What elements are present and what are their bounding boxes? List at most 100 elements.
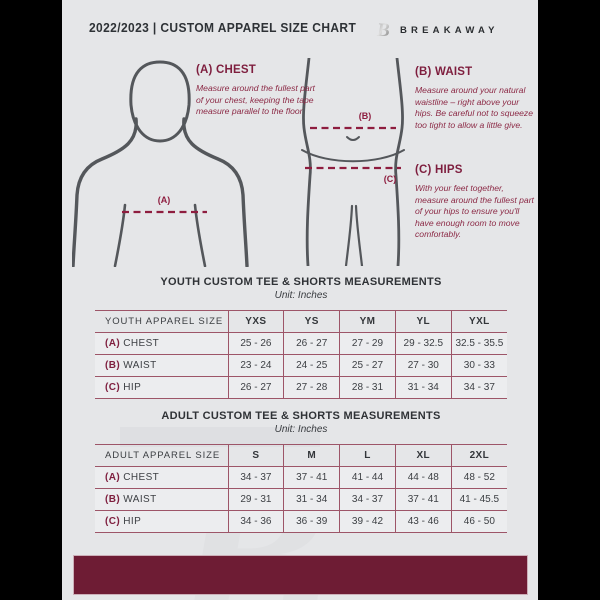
cell-value: 44 - 48 (394, 466, 452, 489)
cell-value: 27 - 29 (339, 332, 396, 355)
adult-size-table: ADULT APPAREL SIZE S M L XL 2XL (A) CHES… (95, 444, 507, 533)
page-title: 2022/2023 | CUSTOM APPAREL SIZE CHART (89, 21, 357, 35)
size-header: M (283, 444, 340, 467)
cell-value: 25 - 27 (339, 354, 396, 377)
cell-value: 26 - 27 (283, 332, 340, 355)
cell-value: 37 - 41 (283, 466, 340, 489)
size-header: XL (394, 444, 452, 467)
row-key: (B) (105, 360, 121, 371)
size-header: YXL (450, 310, 507, 333)
adult-size-col-label: ADULT APPAREL SIZE (95, 444, 228, 467)
waist-key: (B) (415, 66, 432, 78)
size-header: 2XL (450, 444, 507, 467)
hips-description: With your feet together, measure around … (415, 183, 534, 239)
cell-value: 34 - 37 (450, 376, 507, 399)
chest-measure-block: (A) CHEST Measure around the fullest par… (196, 64, 318, 118)
size-header: YS (283, 310, 340, 333)
hips-key: (C) (415, 164, 432, 176)
adult-table-unit: Unit: Inches (274, 424, 328, 435)
breakaway-logo-icon: B (373, 18, 390, 40)
youth-table-unit: Unit: Inches (274, 290, 328, 301)
cell-value: 43 - 46 (394, 510, 452, 533)
cell-value: 23 - 24 (227, 354, 284, 377)
footer-bar (73, 555, 528, 595)
waist-heading: (B) WAIST (415, 66, 537, 78)
row-key: (B) (105, 494, 121, 505)
waist-measure-block: (B) WAIST Measure around your natural wa… (415, 66, 537, 131)
cell-value: 31 - 34 (283, 488, 340, 511)
hips-name: HIPS (434, 164, 463, 176)
cell-value: 34 - 37 (227, 466, 284, 489)
upper-body-diagram: (A) (72, 60, 249, 267)
hips-measure-block: (C) HIPS With your feet together, measur… (415, 164, 537, 241)
hips-diagram-label: (C) (384, 174, 397, 184)
chest-name: CHEST (215, 64, 256, 76)
cell-value: 32.5 - 35.5 (450, 332, 507, 355)
cell-value: 34 - 37 (339, 488, 396, 511)
right-black-bar (538, 0, 600, 600)
row-label: WAIST (123, 494, 157, 505)
adult-hip-row: (C) HIP 34 - 36 36 - 39 39 - 42 43 - 46 … (95, 510, 507, 533)
svg-text:B: B (376, 20, 390, 40)
row-label: CHEST (123, 338, 160, 349)
cell-value: 46 - 50 (450, 510, 507, 533)
hips-heading: (C) HIPS (415, 164, 537, 176)
waist-description: Measure around your natural waistline – … (415, 85, 534, 130)
cell-value: 27 - 28 (283, 376, 340, 399)
row-key: (A) (105, 472, 121, 483)
row-key: (A) (105, 338, 121, 349)
size-header: YM (339, 310, 396, 333)
waist-diagram-label: (B) (359, 111, 372, 121)
chest-description: Measure around the fullest part of your … (196, 83, 315, 116)
chest-diagram-label: (A) (158, 195, 171, 205)
chest-key: (A) (196, 64, 213, 76)
waist-name: WAIST (434, 66, 473, 78)
size-chart-page: 2022/2023 | CUSTOM APPAREL SIZE CHART B … (62, 0, 538, 600)
row-label: WAIST (123, 360, 157, 371)
cell-value: 48 - 52 (450, 466, 507, 489)
row-label: CHEST (123, 472, 160, 483)
cell-value: 26 - 27 (227, 376, 284, 399)
size-header: L (339, 444, 396, 467)
youth-size-table: YOUTH APPAREL SIZE YXS YS YM YL YXL (A) … (95, 310, 507, 399)
cell-value: 39 - 42 (339, 510, 396, 533)
youth-table-title: YOUTH CUSTOM TEE & SHORTS MEASUREMENTS (160, 276, 442, 288)
adult-header-row: ADULT APPAREL SIZE S M L XL 2XL (95, 444, 507, 467)
cell-value: 28 - 31 (339, 376, 396, 399)
brand-lockup: B BREAKAWAY (370, 14, 499, 40)
youth-hip-row: (C) HIP 26 - 27 27 - 28 28 - 31 31 - 34 … (95, 376, 507, 399)
youth-waist-row: (B) WAIST 23 - 24 24 - 25 25 - 27 27 - 3… (95, 354, 507, 377)
cell-value: 34 - 36 (227, 510, 284, 533)
size-header: YXS (227, 310, 284, 333)
size-header: YL (394, 310, 452, 333)
chest-heading: (A) CHEST (196, 64, 318, 76)
row-key: (C) (105, 382, 121, 393)
left-black-bar (0, 0, 62, 600)
cell-value: 27 - 30 (394, 354, 452, 377)
lower-body-diagram: (B) (C) (301, 58, 405, 266)
row-label: HIP (123, 382, 142, 393)
youth-chest-row: (A) CHEST 25 - 26 26 - 27 27 - 29 29 - 3… (95, 332, 507, 355)
youth-section: YOUTH CUSTOM TEE & SHORTS MEASUREMENTS U… (95, 276, 507, 399)
adult-waist-row: (B) WAIST 29 - 31 31 - 34 34 - 37 37 - 4… (95, 488, 507, 511)
row-key: (C) (105, 516, 121, 527)
cell-value: 36 - 39 (283, 510, 340, 533)
cell-value: 31 - 34 (394, 376, 452, 399)
cell-value: 29 - 32.5 (394, 332, 452, 355)
cell-value: 25 - 26 (227, 332, 284, 355)
brand-name: BREAKAWAY (400, 24, 499, 36)
row-label: HIP (123, 516, 142, 527)
adult-chest-row: (A) CHEST 34 - 37 37 - 41 41 - 44 44 - 4… (95, 466, 507, 489)
cell-value: 24 - 25 (283, 354, 340, 377)
cell-value: 41 - 45.5 (450, 488, 507, 511)
adult-section: ADULT CUSTOM TEE & SHORTS MEASUREMENTS U… (95, 410, 507, 533)
youth-size-col-label: YOUTH APPAREL SIZE (95, 310, 228, 333)
cell-value: 30 - 33 (450, 354, 507, 377)
adult-table-title: ADULT CUSTOM TEE & SHORTS MEASUREMENTS (161, 410, 441, 422)
size-header: S (227, 444, 284, 467)
youth-header-row: YOUTH APPAREL SIZE YXS YS YM YL YXL (95, 310, 507, 333)
cell-value: 41 - 44 (339, 466, 396, 489)
cell-value: 29 - 31 (227, 488, 284, 511)
cell-value: 37 - 41 (394, 488, 452, 511)
